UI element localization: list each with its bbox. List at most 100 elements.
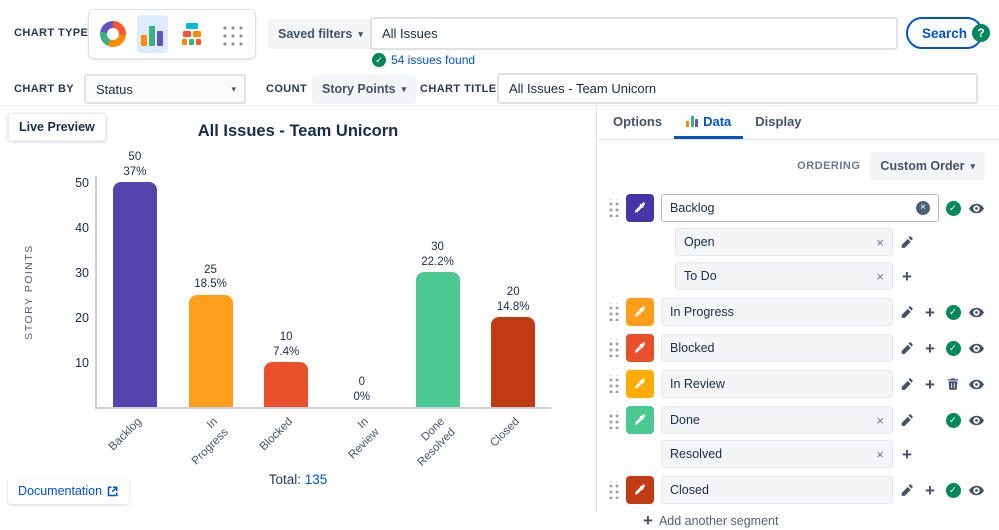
confirm-check-icon[interactable]: ✓ bbox=[945, 340, 961, 356]
documentation-link[interactable]: Documentation bbox=[8, 478, 130, 504]
y-tick: 10 bbox=[75, 356, 89, 370]
eye-icon bbox=[968, 485, 984, 495]
bar[interactable] bbox=[112, 182, 157, 407]
total-value[interactable]: 135 bbox=[304, 472, 328, 487]
chart-type-bar-icon[interactable] bbox=[136, 15, 168, 53]
visibility-button[interactable] bbox=[967, 303, 985, 321]
value-chip[interactable]: Resolved × bbox=[661, 440, 893, 468]
color-swatch-button[interactable] bbox=[626, 194, 654, 222]
edit-segment-button[interactable] bbox=[898, 481, 916, 499]
bar-group: 50 37% Backlog bbox=[97, 151, 173, 453]
count-button[interactable]: Story Points ▾ bbox=[312, 74, 417, 104]
drag-handle-icon[interactable] bbox=[607, 199, 619, 217]
color-swatch-button[interactable] bbox=[626, 298, 654, 326]
ordering-select[interactable]: Custom Order ▾ bbox=[870, 152, 985, 180]
x-axis-label: Backlog bbox=[106, 415, 145, 454]
color-swatch-button[interactable] bbox=[626, 334, 654, 362]
color-swatch-button[interactable] bbox=[626, 370, 654, 398]
drag-handle-icon[interactable] bbox=[607, 303, 619, 321]
confirm-check-icon[interactable]: ✓ bbox=[945, 412, 961, 428]
bar-value-label: 10 7.4% bbox=[273, 331, 300, 358]
edit-segment-button[interactable] bbox=[898, 375, 916, 393]
chart-preview-area: Live Preview All Issues - Team Unicorn S… bbox=[0, 106, 597, 512]
help-icon[interactable]: ? bbox=[972, 24, 990, 42]
add-value-button[interactable]: + bbox=[921, 303, 939, 321]
visibility-button[interactable] bbox=[967, 375, 985, 393]
chart-type-matrix-icon[interactable] bbox=[216, 15, 248, 53]
eye-icon bbox=[968, 203, 984, 213]
edit-segment-button[interactable] bbox=[898, 339, 916, 357]
value-chip[interactable]: To Do × bbox=[675, 262, 893, 290]
visibility-button[interactable] bbox=[967, 339, 985, 357]
bar[interactable] bbox=[415, 272, 460, 407]
segment-name-field[interactable]: Blocked bbox=[661, 334, 893, 362]
clear-input-icon[interactable]: × bbox=[916, 201, 930, 215]
tab-options[interactable]: Options bbox=[601, 106, 674, 139]
segment-name-field[interactable]: In Review bbox=[661, 370, 893, 398]
bar[interactable] bbox=[188, 294, 233, 407]
add-value-button[interactable]: + bbox=[921, 375, 939, 393]
chevron-down-icon: ▾ bbox=[358, 28, 363, 39]
plus-icon: + bbox=[902, 266, 912, 286]
confirm-check-icon[interactable]: ✓ bbox=[945, 482, 961, 498]
segment-row: In Review + bbox=[607, 370, 985, 398]
add-value-button[interactable]: + bbox=[898, 267, 916, 285]
bar[interactable] bbox=[264, 362, 309, 407]
segment-name-input[interactable]: Backlog × bbox=[661, 194, 939, 222]
segment-name-field[interactable]: In Progress bbox=[661, 298, 893, 326]
remove-value-icon[interactable]: × bbox=[876, 234, 884, 250]
remove-value-icon[interactable]: × bbox=[876, 412, 884, 428]
drag-handle-icon[interactable] bbox=[607, 375, 619, 393]
drag-handle-icon[interactable] bbox=[607, 411, 619, 429]
remove-value-icon[interactable]: × bbox=[876, 446, 884, 462]
pencil-icon bbox=[901, 378, 913, 390]
confirm-check-icon[interactable]: ✓ bbox=[945, 304, 961, 320]
color-swatch-button[interactable] bbox=[626, 476, 654, 504]
bar-value-label: 25 18.5% bbox=[194, 263, 227, 291]
chart-by-select[interactable]: Status ▾ bbox=[84, 74, 246, 104]
eyedropper-icon bbox=[634, 378, 645, 389]
visibility-button[interactable] bbox=[967, 199, 985, 217]
chart-title-input[interactable] bbox=[497, 73, 978, 104]
chart-by-value: Status bbox=[96, 81, 133, 97]
x-axis-label: Blocked bbox=[257, 415, 296, 454]
tab-data[interactable]: Data bbox=[674, 106, 744, 139]
delete-segment-button[interactable] bbox=[944, 375, 962, 393]
bar[interactable] bbox=[491, 317, 536, 407]
y-tick: 40 bbox=[75, 221, 89, 235]
add-value-button[interactable]: + bbox=[898, 445, 916, 463]
confirm-check-icon[interactable]: ✓ bbox=[945, 200, 961, 216]
tab-display[interactable]: Display bbox=[743, 106, 813, 139]
live-preview-button[interactable]: Live Preview bbox=[8, 113, 106, 141]
segment-name-field[interactable]: Closed bbox=[661, 476, 893, 504]
dot-grid-icon bbox=[219, 22, 244, 46]
drag-handle-icon[interactable] bbox=[607, 339, 619, 357]
settings-panel: Options Data Display ORDERING Custom Ord… bbox=[597, 106, 999, 529]
pencil-icon bbox=[901, 306, 913, 318]
add-value-button[interactable]: + bbox=[921, 339, 939, 357]
x-axis-label: Done Resolved bbox=[414, 415, 458, 469]
add-segment-button[interactable]: + Add another segment bbox=[643, 511, 779, 530]
y-tick: 30 bbox=[75, 266, 89, 280]
issues-found: ✓ 54 issues found bbox=[372, 53, 475, 67]
visibility-button[interactable] bbox=[967, 481, 985, 499]
color-swatch-button[interactable] bbox=[626, 406, 654, 434]
edit-segment-button[interactable] bbox=[898, 303, 916, 321]
plus-icon: + bbox=[925, 480, 935, 500]
visibility-button[interactable] bbox=[967, 411, 985, 429]
jql-search-input[interactable] bbox=[370, 17, 898, 50]
edit-segment-button[interactable] bbox=[898, 411, 916, 429]
search-button[interactable]: Search bbox=[906, 17, 984, 49]
chart-type-donut-icon[interactable] bbox=[97, 15, 129, 53]
edit-segment-button[interactable] bbox=[898, 233, 916, 251]
value-chip[interactable]: Open × bbox=[675, 228, 893, 256]
value-chip[interactable]: Done × bbox=[661, 406, 893, 434]
eyedropper-icon bbox=[634, 414, 645, 425]
saved-filters-button[interactable]: Saved filters ▾ bbox=[268, 19, 373, 49]
chart-type-stacked-icon[interactable] bbox=[176, 15, 208, 53]
drag-handle-icon[interactable] bbox=[607, 481, 619, 499]
remove-value-icon[interactable]: × bbox=[876, 268, 884, 284]
add-value-button[interactable]: + bbox=[921, 481, 939, 499]
chevron-down-icon: ▾ bbox=[970, 160, 975, 171]
eye-icon bbox=[968, 343, 984, 353]
